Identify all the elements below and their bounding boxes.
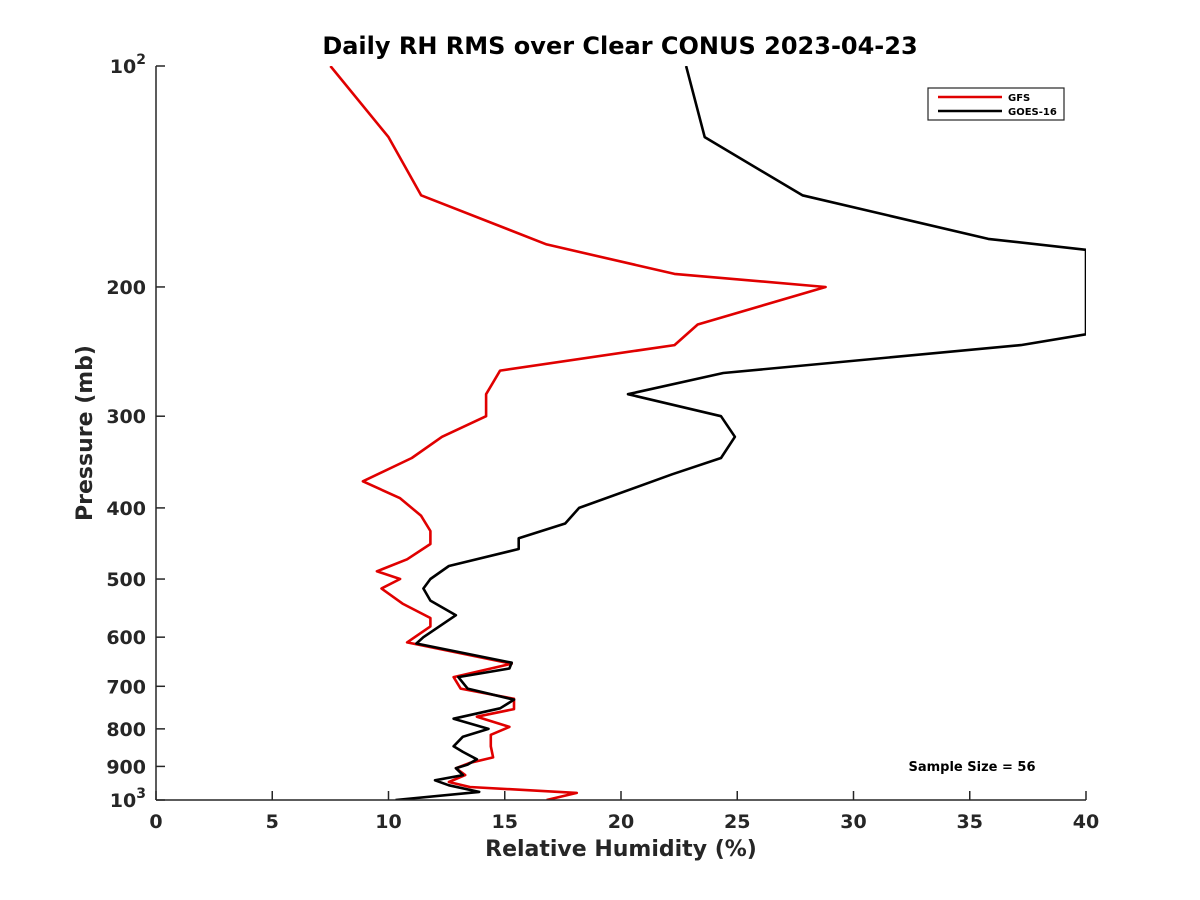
x-tick-label: 10 [375, 811, 401, 833]
y-tick-label: 500 [106, 569, 146, 591]
series-line-goes16 [395, 66, 1086, 800]
legend: GFS GOES-16 [927, 87, 1065, 121]
chart-title: Daily RH RMS over Clear CONUS 2023-04-23 [322, 32, 917, 60]
y-tick-label: 600 [106, 627, 146, 649]
x-tick-label: 5 [266, 811, 279, 833]
x-axis-ticks: 0 5 10 15 20 25 30 35 40 [149, 791, 1099, 833]
x-tick-label: 35 [957, 811, 983, 833]
y-tick-label: 103 [110, 786, 146, 812]
legend-box [927, 87, 1065, 121]
y-tick-label: 102 [110, 52, 146, 78]
sample-size-annotation: Sample Size = 56 [908, 760, 1035, 775]
y-tick-label: 200 [106, 277, 146, 299]
x-axis-label: Relative Humidity (%) [485, 837, 757, 862]
legend-label-goes16: GOES-16 [1008, 107, 1057, 118]
x-tick-label: 20 [608, 811, 634, 833]
x-tick-label: 30 [840, 811, 866, 833]
y-tick-label: 400 [106, 498, 146, 520]
x-tick-label: 0 [149, 811, 162, 833]
y-axis-ticks: 102 200 300 400 500 600 700 800 900 103 [106, 52, 165, 812]
y-tick-label: 800 [106, 719, 146, 741]
x-tick-label: 40 [1073, 811, 1099, 833]
series-layer [329, 66, 1086, 800]
y-tick-label: 900 [106, 756, 146, 778]
y-tick-label: 700 [106, 676, 146, 698]
x-tick-label: 25 [724, 811, 750, 833]
y-tick-label: 300 [106, 406, 146, 428]
legend-label-gfs: GFS [1008, 93, 1030, 104]
y-axis-label: Pressure (mb) [73, 345, 98, 521]
series-line-gfs [329, 66, 827, 800]
x-tick-label: 15 [492, 811, 518, 833]
